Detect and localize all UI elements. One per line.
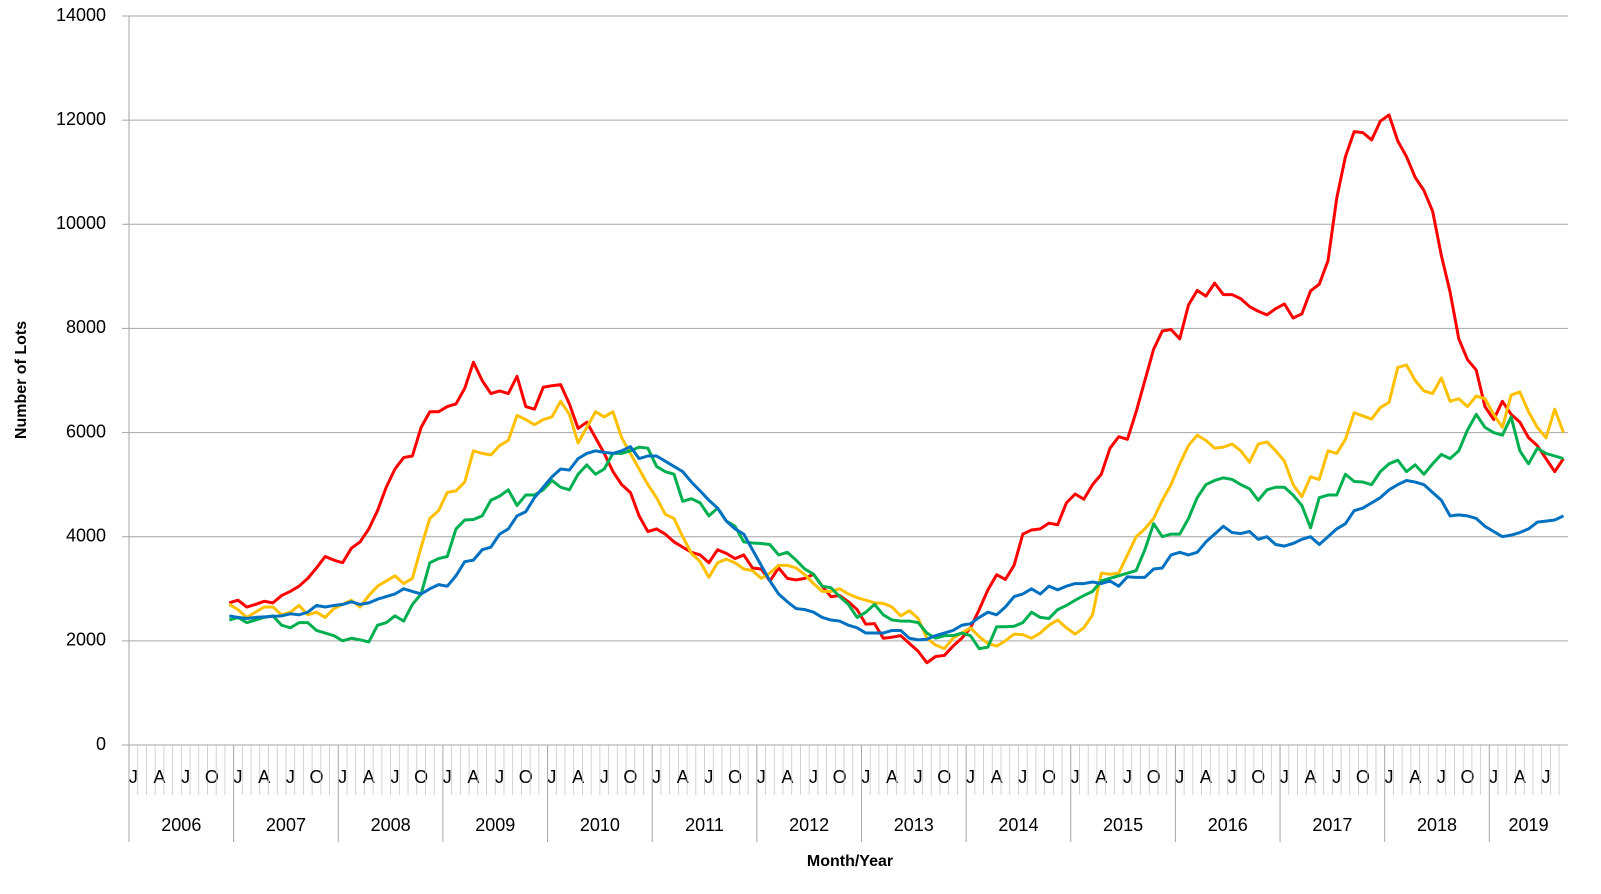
year-label: 2014 (998, 815, 1038, 835)
x-tick-label: A (886, 767, 898, 787)
year-label: 2012 (789, 815, 829, 835)
x-tick-label: J (1123, 767, 1132, 787)
series-line (228, 363, 1565, 651)
x-tick-label: A (154, 767, 166, 787)
x-tick-label: A (781, 767, 793, 787)
x-tick-label: J (600, 767, 609, 787)
x-tick-label: O (1461, 767, 1475, 787)
x-tick-label: J (1332, 767, 1341, 787)
x-tick-label: A (991, 767, 1003, 787)
year-label: 2019 (1509, 815, 1549, 835)
y-tick-label: 2000 (66, 630, 106, 650)
x-tick-label: O (728, 767, 742, 787)
x-tick-label: J (1385, 767, 1394, 787)
year-label: 2017 (1312, 815, 1352, 835)
y-tick-label: 8000 (66, 317, 106, 337)
x-tick-label: O (1356, 767, 1370, 787)
x-tick-label: J (1071, 767, 1080, 787)
year-label: 2015 (1103, 815, 1143, 835)
x-tick-label: J (704, 767, 713, 787)
y-tick-label: 14000 (56, 5, 106, 25)
year-label: 2011 (685, 815, 724, 835)
x-tick-label: A (1200, 767, 1212, 787)
x-tick-label: O (1251, 767, 1265, 787)
year-label: 2008 (371, 815, 411, 835)
x-tick-label: J (1489, 767, 1498, 787)
x-tick-label: J (443, 767, 452, 787)
x-tick-label: J (1280, 767, 1289, 787)
year-label: 2013 (894, 815, 934, 835)
x-tick-label: J (338, 767, 347, 787)
x-tick-label: J (1018, 767, 1027, 787)
x-tick-label: O (519, 767, 533, 787)
y-tick-label: 0 (96, 734, 106, 754)
x-tick-label: J (181, 767, 190, 787)
series-line (229, 445, 1565, 642)
year-label: 2018 (1417, 815, 1457, 835)
x-axis-label: Month/Year (807, 853, 893, 870)
x-tick-label: O (833, 767, 847, 787)
x-tick-label: O (1042, 767, 1056, 787)
x-tick-label: J (234, 767, 243, 787)
x-tick-label: O (309, 767, 323, 787)
x-tick-label: J (547, 767, 556, 787)
x-tick-label: J (966, 767, 975, 787)
series-line (228, 113, 1565, 665)
x-tick-label: O (414, 767, 428, 787)
x-tick-label: A (1514, 767, 1526, 787)
year-label: 2010 (580, 815, 620, 835)
year-label: 2007 (266, 815, 306, 835)
x-tick-label: J (1437, 767, 1446, 787)
x-tick-label: J (1542, 767, 1551, 787)
x-tick-label: A (1095, 767, 1107, 787)
x-tick-label: J (1228, 767, 1237, 787)
x-tick-label: A (363, 767, 375, 787)
year-label: 2009 (475, 815, 515, 835)
y-tick-label: 10000 (56, 213, 106, 233)
x-tick-label: J (809, 767, 818, 787)
x-tick-label: J (914, 767, 923, 787)
x-tick-label: O (937, 767, 951, 787)
x-tick-label: J (390, 767, 399, 787)
x-tick-label: O (205, 767, 219, 787)
x-tick-label: J (757, 767, 766, 787)
x-tick-label: O (1147, 767, 1161, 787)
x-tick-label: A (1305, 767, 1317, 787)
y-tick-label: 6000 (66, 421, 106, 441)
y-tick-label: 12000 (56, 109, 106, 129)
x-tick-label: J (1175, 767, 1184, 787)
year-label: 2006 (161, 815, 201, 835)
x-tick-label: O (623, 767, 637, 787)
x-tick-label: A (1409, 767, 1421, 787)
x-tick-label: A (677, 767, 689, 787)
series-line (228, 412, 1564, 651)
x-tick-label: J (652, 767, 661, 787)
x-tick-label: J (129, 767, 138, 787)
x-tick-label: A (572, 767, 584, 787)
x-tick-label: J (495, 767, 504, 787)
x-tick-label: J (861, 767, 870, 787)
x-tick-label: J (286, 767, 295, 787)
y-tick-label: 4000 (66, 525, 106, 545)
y-axis-label: Number of Lots (13, 321, 30, 439)
x-tick-label: A (467, 767, 479, 787)
year-label: 2016 (1208, 815, 1248, 835)
x-tick-label: A (258, 767, 270, 787)
